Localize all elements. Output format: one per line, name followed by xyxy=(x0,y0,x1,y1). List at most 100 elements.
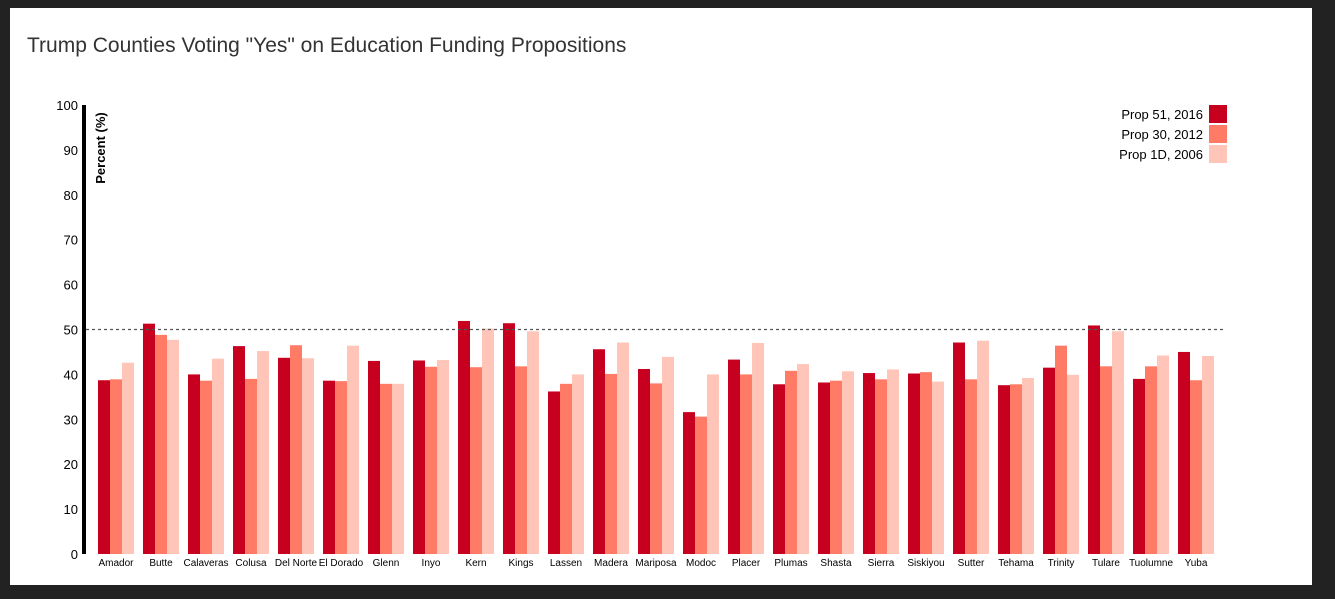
bar-2-kings xyxy=(515,366,527,554)
bar-1-butte xyxy=(143,323,155,554)
bar-1-tehama xyxy=(998,385,1010,554)
bar-2-madera xyxy=(605,373,617,554)
x-tick-label: Tulare xyxy=(1092,558,1120,569)
bar-3-modoc xyxy=(707,374,719,554)
bar-3-tulare xyxy=(1112,331,1124,554)
y-tick-label: 80 xyxy=(64,188,78,203)
bar-1-colusa xyxy=(233,346,245,554)
x-tick-label: Yuba xyxy=(1185,558,1208,569)
x-tick-label: Siskiyou xyxy=(907,558,944,569)
bar-3-glenn xyxy=(392,383,404,554)
bar-3-colusa xyxy=(257,351,269,554)
chart-panel: Trump Counties Voting "Yes" on Education… xyxy=(10,8,1312,585)
y-tick-label: 30 xyxy=(64,412,78,427)
bar-3-sutter xyxy=(977,340,989,554)
bar-2-calaveras xyxy=(200,380,212,554)
bar-1-lassen xyxy=(548,391,560,554)
y-tick-label: 20 xyxy=(64,457,78,472)
bar-1-trinity xyxy=(1043,367,1055,554)
bar-3-butte xyxy=(167,339,179,554)
y-tick-label: 60 xyxy=(64,278,78,293)
bar-1-sutter xyxy=(953,342,965,554)
bar-1-siskiyou xyxy=(908,373,920,554)
x-tick-label: Del Norte xyxy=(275,558,318,569)
bar-2-sutter xyxy=(965,379,977,554)
y-tick-label: 0 xyxy=(71,547,78,562)
bar-3-madera xyxy=(617,342,629,554)
bar-2-inyo xyxy=(425,366,437,554)
x-tick-label: Glenn xyxy=(373,558,400,569)
bar-3-sierra xyxy=(887,369,899,554)
bar-1-madera xyxy=(593,349,605,554)
bar-3-kings xyxy=(527,331,539,554)
legend-entry: Prop 1D, 2006 xyxy=(1119,147,1203,162)
bar-3-plumas xyxy=(797,364,809,554)
bar-1-placer xyxy=(728,359,740,554)
bar-2-sierra xyxy=(875,379,887,554)
bar-1-modoc xyxy=(683,412,695,554)
bar-2-amador xyxy=(110,379,122,554)
y-tick-label: 40 xyxy=(64,367,78,382)
x-tick-label: Tuolumne xyxy=(1129,558,1174,569)
bar-1-yuba xyxy=(1178,351,1190,554)
x-tick-label: Madera xyxy=(594,558,628,569)
bar-3-kern xyxy=(482,328,494,554)
x-tick-label: Amador xyxy=(98,558,134,569)
bar-3-mariposa xyxy=(662,356,674,554)
bar-1-el-dorado xyxy=(323,380,335,554)
bar-3-shasta xyxy=(842,371,854,554)
y-tick-label: 90 xyxy=(64,143,78,158)
bar-2-butte xyxy=(155,334,167,554)
bar-2-yuba xyxy=(1190,380,1202,554)
bar-1-calaveras xyxy=(188,374,200,554)
bar-1-plumas xyxy=(773,384,785,554)
bar-1-shasta xyxy=(818,382,830,554)
bar-3-amador xyxy=(122,362,134,554)
x-tick-label: Shasta xyxy=(820,558,852,569)
x-tick-label: Lassen xyxy=(550,558,582,569)
x-tick-label: El Dorado xyxy=(319,558,364,569)
bar-1-del-norte xyxy=(278,357,290,554)
bar-2-tehama xyxy=(1010,384,1022,554)
bar-2-colusa xyxy=(245,378,257,554)
bar-2-shasta xyxy=(830,380,842,554)
legend-swatch xyxy=(1209,105,1227,123)
x-tick-label: Placer xyxy=(732,558,761,569)
legend-entry: Prop 51, 2016 xyxy=(1121,107,1203,122)
y-tick-label: 70 xyxy=(64,233,78,248)
legend-entry: Prop 30, 2012 xyxy=(1121,127,1203,142)
x-tick-label: Inyo xyxy=(422,558,441,569)
legend-swatch xyxy=(1209,145,1227,163)
x-tick-label: Sutter xyxy=(958,558,985,569)
bar-3-del-norte xyxy=(302,358,314,554)
bar-1-mariposa xyxy=(638,369,650,554)
bar-1-inyo xyxy=(413,360,425,554)
y-tick-label: 50 xyxy=(64,323,78,338)
x-tick-label: Trinity xyxy=(1048,558,1075,569)
x-tick-label: Tehama xyxy=(998,558,1034,569)
bar-1-sierra xyxy=(863,373,875,554)
bar-1-glenn xyxy=(368,360,380,554)
bar-2-trinity xyxy=(1055,345,1067,554)
bar-2-modoc xyxy=(695,416,707,554)
bar-3-el-dorado xyxy=(347,345,359,554)
bar-3-lassen xyxy=(572,374,584,554)
bar-2-lassen xyxy=(560,383,572,554)
bar-2-mariposa xyxy=(650,383,662,554)
x-tick-label: Butte xyxy=(149,558,173,569)
x-tick-label: Mariposa xyxy=(635,558,677,569)
x-tick-label: Sierra xyxy=(868,558,895,569)
bar-2-placer xyxy=(740,374,752,554)
bar-3-siskiyou xyxy=(932,381,944,554)
legend-swatch xyxy=(1209,125,1227,143)
bar-3-trinity xyxy=(1067,374,1079,554)
bar-2-tuolumne xyxy=(1145,366,1157,554)
chart-title: Trump Counties Voting "Yes" on Education… xyxy=(27,34,627,57)
bar-3-tuolumne xyxy=(1157,355,1169,554)
bar-chart: 0 10 20 30 40 50 60 70 80 90 100 Percent (%) Amador B… xyxy=(56,98,1227,569)
y-tick-label: 10 xyxy=(64,502,78,517)
y-axis-label: Percent (%) xyxy=(93,112,108,184)
bar-2-el-dorado xyxy=(335,381,347,554)
x-tick-label: Kings xyxy=(508,558,533,569)
x-tick-label: Colusa xyxy=(235,558,267,569)
